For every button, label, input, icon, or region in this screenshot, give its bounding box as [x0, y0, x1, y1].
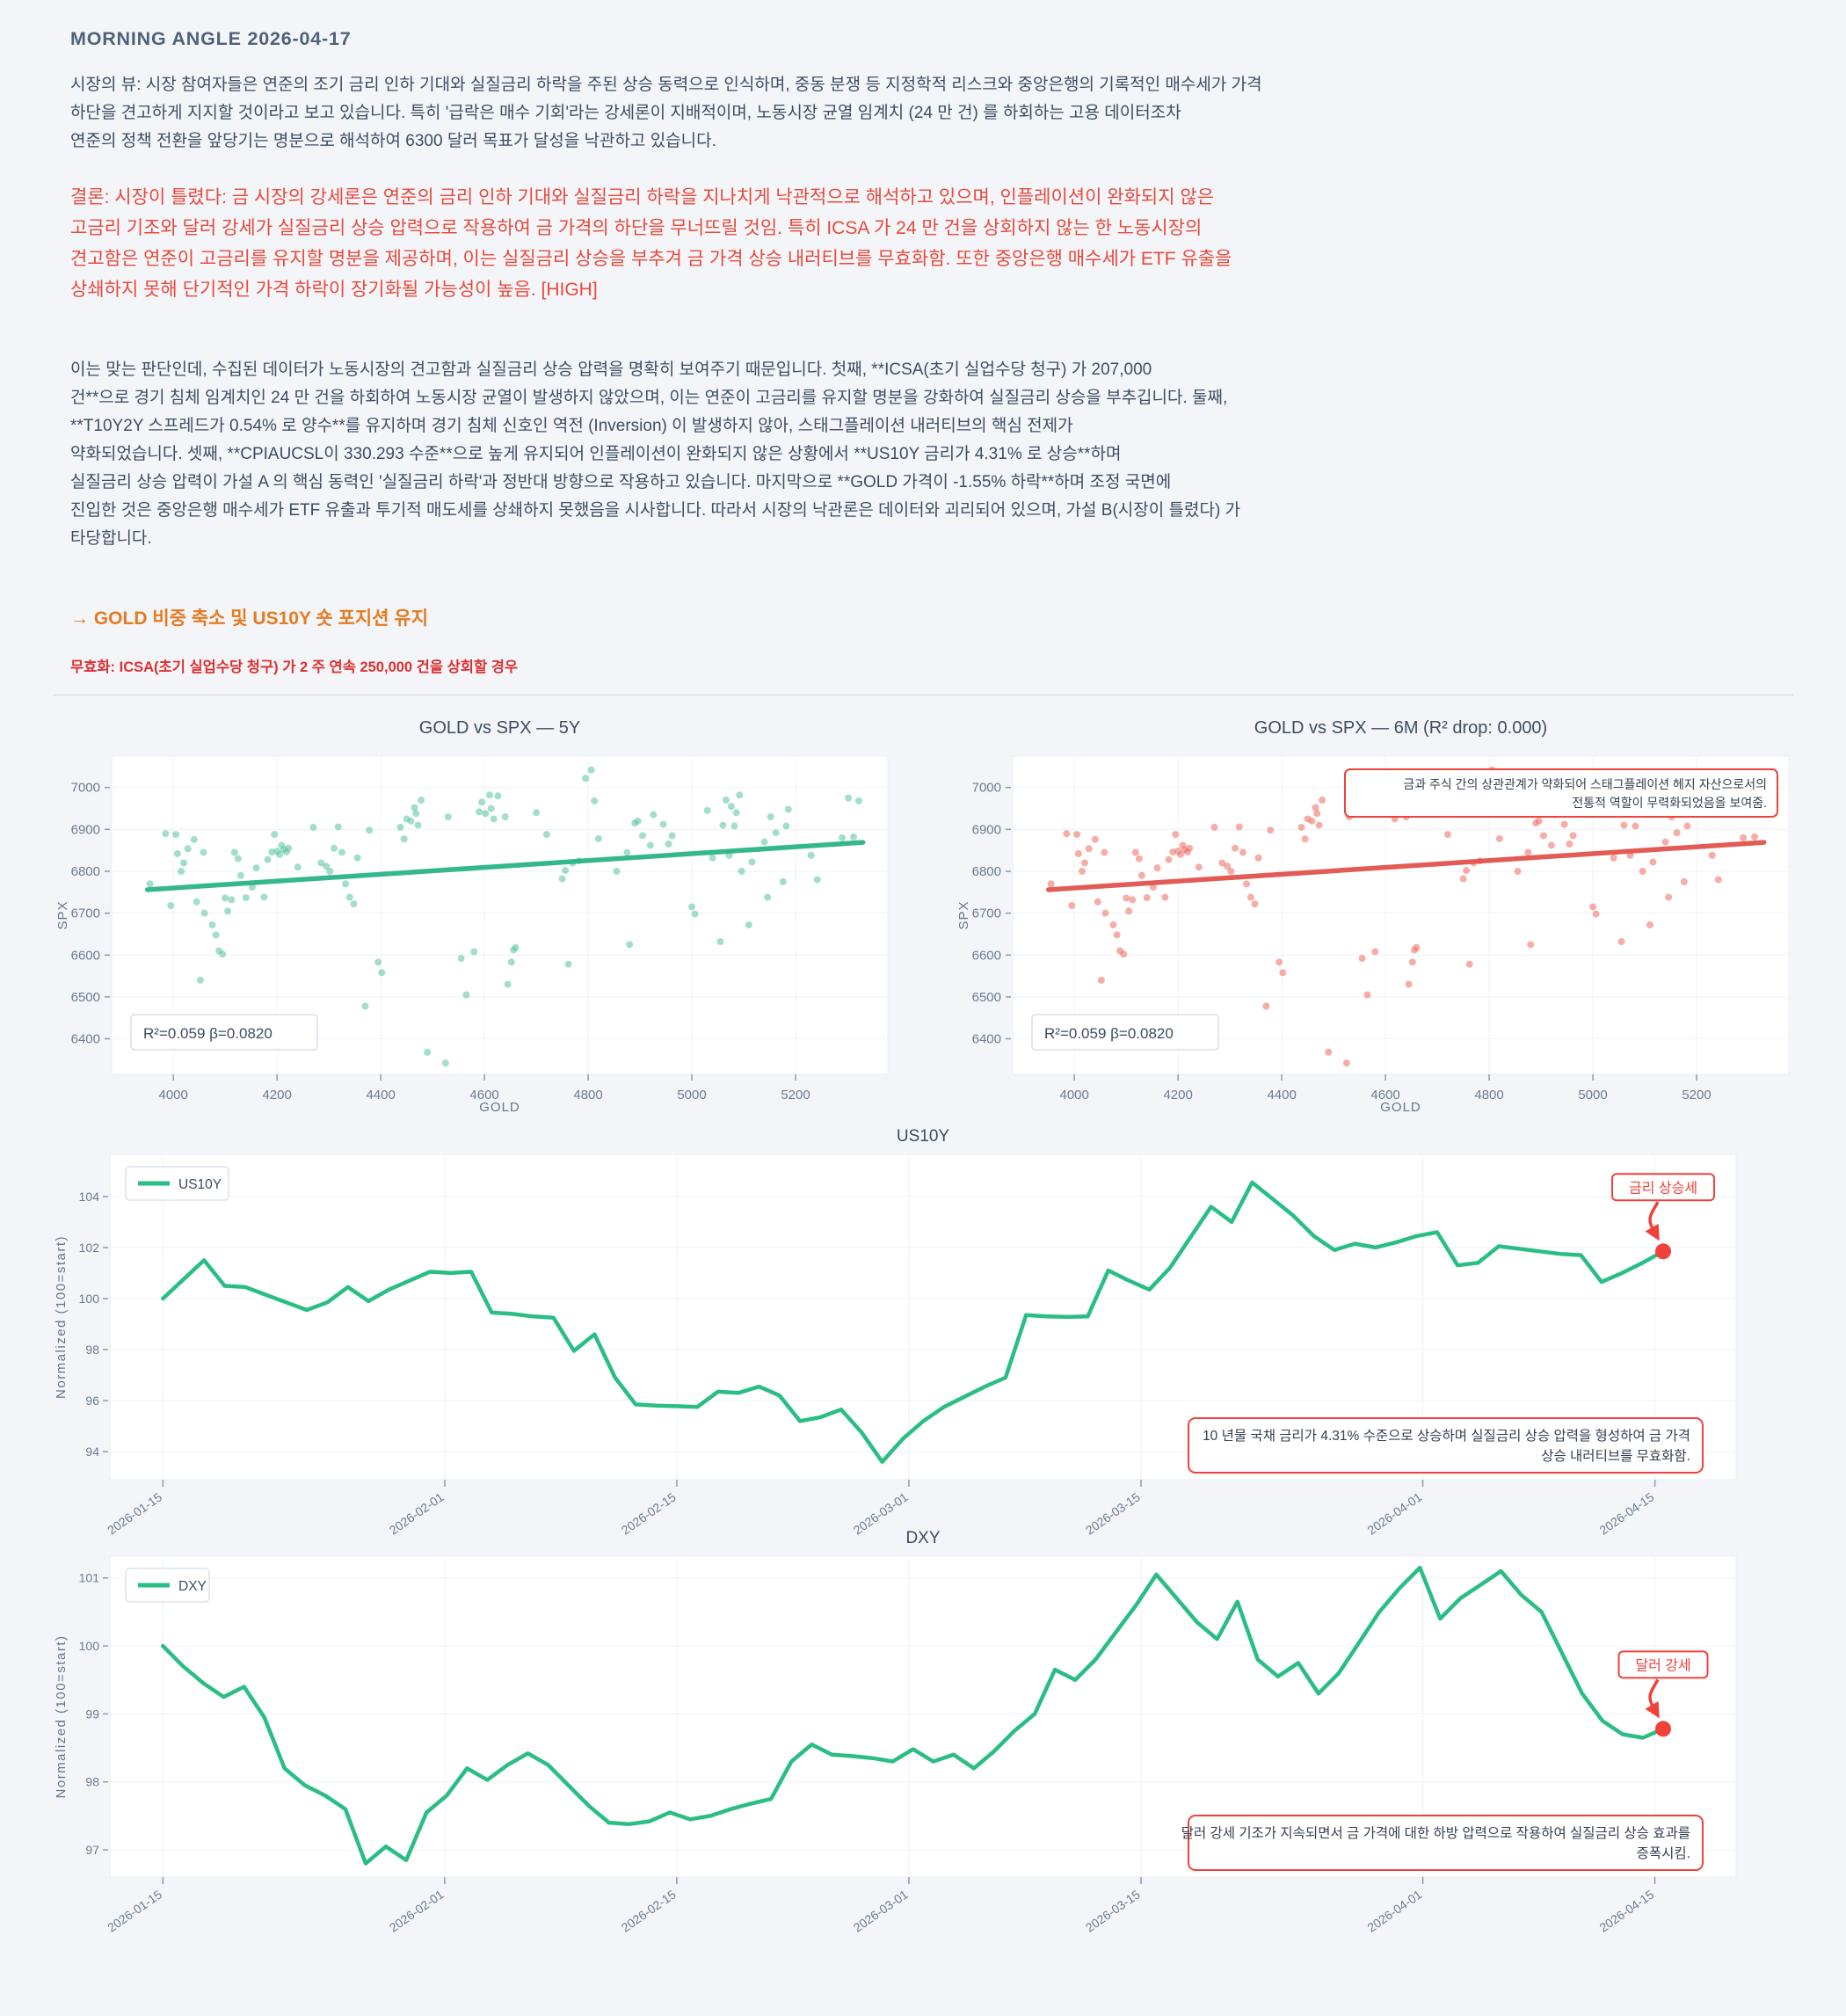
svg-text:6800: 6800 — [972, 864, 1001, 879]
svg-text:101: 101 — [79, 1571, 100, 1585]
svg-text:4800: 4800 — [573, 1088, 602, 1103]
svg-text:7000: 7000 — [972, 781, 1001, 796]
svg-text:R²=0.059 β=0.0820: R²=0.059 β=0.0820 — [1044, 1025, 1174, 1042]
svg-text:5000: 5000 — [677, 1088, 706, 1103]
svg-text:100: 100 — [79, 1292, 100, 1306]
svg-text:6700: 6700 — [71, 906, 100, 921]
svg-text:98: 98 — [85, 1775, 99, 1789]
svg-text:4200: 4200 — [262, 1088, 291, 1103]
svg-text:4600: 4600 — [1370, 1088, 1399, 1103]
action-line: → GOLD 비중 축소 및 US10Y 숏 포지션 유지 — [70, 608, 429, 629]
dxy-line-chart: 97 98 99 100 101 2026-01-15 2026-02-01 2026-02-… — [54, 1529, 1737, 1935]
svg-text:금과 주식 간의 상관관계가 약화되어 스태그플레이션 헤지: 금과 주식 간의 상관관계가 약화되어 스태그플레이션 헤지 자산으로서의 — [1403, 777, 1767, 791]
svg-text:99: 99 — [85, 1707, 99, 1721]
svg-text:10 년물 국채 금리가 4.31% 수준으로 상승하며 실: 10 년물 국채 금리가 4.31% 수준으로 상승하며 실질금리 상승 압력을… — [1203, 1428, 1690, 1444]
svg-text:2026-04-15: 2026-04-15 — [1596, 1887, 1656, 1934]
svg-text:5000: 5000 — [1578, 1088, 1607, 1103]
svg-text:GOLD vs SPX — 5Y: GOLD vs SPX — 5Y — [419, 718, 580, 738]
report-text-block: MORNING ANGLE 2026-04-17 시장의 뷰: 시장 참여자들은… — [0, 0, 1846, 676]
svg-text:SPX: SPX — [55, 900, 70, 929]
svg-text:2026-02-01: 2026-02-01 — [387, 1887, 447, 1934]
svg-text:DXY: DXY — [178, 1579, 207, 1594]
svg-text:SPX: SPX — [956, 900, 971, 929]
svg-text:6600: 6600 — [972, 948, 1001, 963]
svg-text:6500: 6500 — [71, 990, 100, 1005]
svg-text:4000: 4000 — [159, 1088, 188, 1103]
svg-text:4600: 4600 — [469, 1088, 498, 1103]
svg-text:5200: 5200 — [781, 1088, 810, 1103]
svg-text:98: 98 — [85, 1343, 99, 1357]
svg-text:US10Y: US10Y — [897, 1127, 950, 1146]
svg-text:5200: 5200 — [1682, 1088, 1711, 1103]
invalidation-line: 무효화: ICSA(초기 실업수당 청구) 가 2 주 연속 250,000 건… — [70, 659, 519, 675]
svg-text:2026-03-01: 2026-03-01 — [851, 1887, 911, 1934]
svg-text:6900: 6900 — [972, 822, 1001, 837]
svg-text:달러 강세 기조가 지속되면서 금 가격에 대한 하방 압력: 달러 강세 기조가 지속되면서 금 가격에 대한 하방 압력으로 작용하여 실질… — [1181, 1825, 1690, 1841]
svg-text:4400: 4400 — [366, 1088, 395, 1103]
gold-vs-spx-6m-chart: 4000 4200 4400 4600 4800 5000 5200 6400 6500 6600… — [956, 718, 1790, 1115]
svg-text:DXY: DXY — [905, 1529, 940, 1547]
analysis-paragraph: 이는 맞는 판단인데, 수집된 데이터가 노동시장의 견고함과 실질금리 상승 … — [70, 360, 1241, 548]
svg-text:상승 내러티브를 무효화함.: 상승 내러티브를 무효화함. — [1541, 1448, 1690, 1464]
svg-text:6900: 6900 — [71, 822, 100, 837]
svg-text:GOLD: GOLD — [479, 1100, 520, 1115]
market-view-paragraph: 시장의 뷰: 시장 참여자들은 연준의 조기 금리 인하 기대와 실질금리 하락… — [70, 76, 1262, 150]
svg-text:6400: 6400 — [972, 1032, 1001, 1047]
svg-text:97: 97 — [85, 1843, 99, 1857]
scatter-charts-row: 4000 4200 4400 4600 4800 5000 5200 6400 6500 6600… — [53, 703, 1793, 1117]
gold-vs-spx-5y-chart: 4000 4200 4400 4600 4800 5000 5200 6400 6500 6600… — [55, 718, 889, 1115]
svg-text:Normalized (100=start): Normalized (100=start) — [54, 1235, 69, 1399]
svg-text:달러 강세: 달러 강세 — [1635, 1657, 1690, 1673]
svg-text:2026-03-15: 2026-03-15 — [1083, 1887, 1143, 1934]
svg-text:금리 상승세: 금리 상승세 — [1629, 1180, 1697, 1196]
svg-text:4400: 4400 — [1267, 1088, 1296, 1103]
svg-text:102: 102 — [79, 1241, 100, 1255]
svg-text:6700: 6700 — [972, 906, 1001, 921]
svg-text:6800: 6800 — [71, 864, 100, 879]
svg-text:6400: 6400 — [71, 1032, 100, 1047]
svg-text:2026-02-15: 2026-02-15 — [619, 1887, 679, 1934]
page-title: MORNING ANGLE 2026-04-17 — [70, 28, 352, 49]
svg-text:4800: 4800 — [1474, 1088, 1503, 1103]
svg-text:GOLD vs SPX — 6M (R² drop: 0.0: GOLD vs SPX — 6M (R² drop: 0.000) — [1254, 718, 1547, 738]
svg-text:4200: 4200 — [1163, 1088, 1192, 1103]
svg-text:6600: 6600 — [71, 948, 100, 963]
svg-text:94: 94 — [85, 1445, 99, 1459]
svg-text:Normalized (100=start): Normalized (100=start) — [54, 1635, 69, 1799]
svg-text:전통적 역할이 무력화되었음을 보여줌.: 전통적 역할이 무력화되었음을 보여줌. — [1572, 796, 1767, 810]
svg-text:6500: 6500 — [972, 990, 1001, 1005]
svg-text:4000: 4000 — [1060, 1088, 1089, 1103]
svg-text:증폭시킴.: 증폭시킴. — [1637, 1845, 1690, 1861]
svg-text:R²=0.059 β=0.0820: R²=0.059 β=0.0820 — [143, 1025, 273, 1042]
svg-text:2026-01-15: 2026-01-15 — [105, 1887, 164, 1934]
conclusion-paragraph: 결론: 시장이 틀렸다: 금 시장의 강세론은 연준의 금리 인하 기대와 실질… — [70, 187, 1232, 300]
svg-text:2026-04-01: 2026-04-01 — [1364, 1887, 1424, 1934]
svg-text:7000: 7000 — [71, 781, 100, 796]
svg-text:96: 96 — [85, 1394, 99, 1408]
svg-text:GOLD: GOLD — [1380, 1100, 1421, 1115]
svg-text:104: 104 — [79, 1190, 100, 1204]
svg-text:100: 100 — [79, 1639, 100, 1653]
svg-text:US10Y: US10Y — [178, 1177, 222, 1192]
